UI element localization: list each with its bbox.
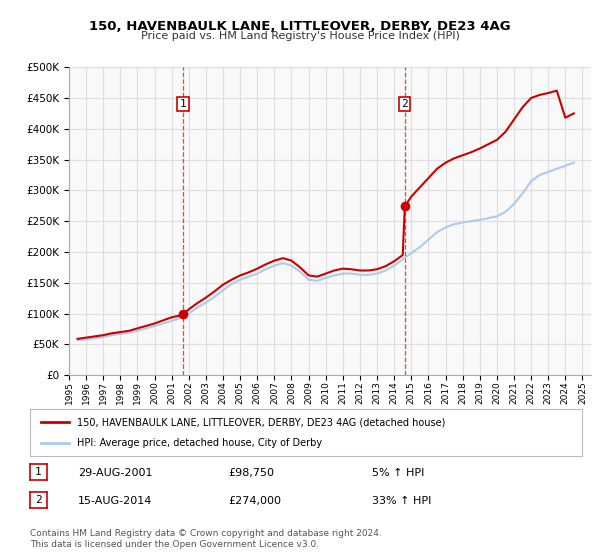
Text: £98,750: £98,750 xyxy=(228,468,274,478)
Text: 5% ↑ HPI: 5% ↑ HPI xyxy=(372,468,424,478)
Text: Contains HM Land Registry data © Crown copyright and database right 2024.
This d: Contains HM Land Registry data © Crown c… xyxy=(30,529,382,549)
Text: 150, HAVENBAULK LANE, LITTLEOVER, DERBY, DE23 4AG: 150, HAVENBAULK LANE, LITTLEOVER, DERBY,… xyxy=(89,20,511,32)
Text: 2: 2 xyxy=(35,495,42,505)
Text: 33% ↑ HPI: 33% ↑ HPI xyxy=(372,496,431,506)
Text: HPI: Average price, detached house, City of Derby: HPI: Average price, detached house, City… xyxy=(77,438,322,448)
Text: £274,000: £274,000 xyxy=(228,496,281,506)
Text: 15-AUG-2014: 15-AUG-2014 xyxy=(78,496,152,506)
Text: 1: 1 xyxy=(179,99,187,109)
Text: 150, HAVENBAULK LANE, LITTLEOVER, DERBY, DE23 4AG (detached house): 150, HAVENBAULK LANE, LITTLEOVER, DERBY,… xyxy=(77,417,445,427)
Text: 29-AUG-2001: 29-AUG-2001 xyxy=(78,468,152,478)
Text: 2: 2 xyxy=(401,99,408,109)
Text: Price paid vs. HM Land Registry's House Price Index (HPI): Price paid vs. HM Land Registry's House … xyxy=(140,31,460,41)
Text: 1: 1 xyxy=(35,467,42,477)
